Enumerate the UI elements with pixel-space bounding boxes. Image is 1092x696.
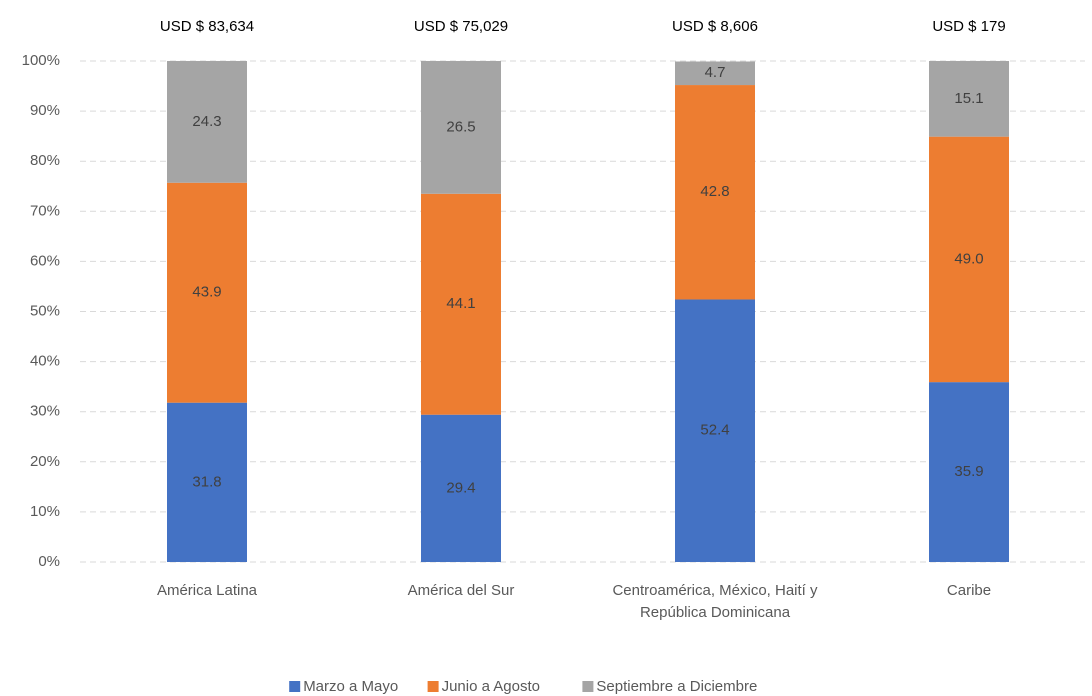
data-label: 31.8: [192, 473, 221, 490]
y-tick-label: 30%: [30, 403, 60, 420]
total-label: USD $ 8,606: [672, 18, 758, 35]
y-tick-label: 50%: [30, 302, 60, 319]
data-label: 49.0: [954, 250, 983, 267]
x-tick-label: América Latina: [156, 582, 258, 599]
x-tick-label: Centroamérica, México, Haití y República…: [612, 582, 818, 621]
bar-segment: [675, 85, 755, 300]
y-tick-label: 60%: [30, 252, 60, 269]
bar-segment: [167, 182, 247, 403]
data-label: 15.1: [954, 90, 983, 107]
legend-swatch: [582, 681, 594, 692]
y-tick-label: 70%: [30, 202, 60, 219]
data-label: 43.9: [192, 284, 221, 301]
bar-segment: [421, 414, 501, 562]
data-label: 29.4: [446, 479, 475, 496]
total-label: USD $ 83,634: [160, 18, 254, 35]
data-label: 26.5: [446, 118, 475, 135]
data-label: 35.9: [954, 463, 983, 480]
y-tick-label: 80%: [30, 152, 60, 169]
y-tick-label: 90%: [30, 102, 60, 119]
bar-segment: [929, 61, 1009, 137]
legend-label: Marzo a Mayo: [303, 678, 398, 695]
data-label: 4.7: [705, 64, 726, 81]
bar-segment: [929, 382, 1009, 562]
y-tick-label: 0%: [38, 553, 60, 570]
bar-segment: [675, 299, 755, 562]
y-tick-label: 40%: [30, 353, 60, 370]
legend-label: Junio a Agosto: [442, 678, 540, 695]
total-label: USD $ 179: [932, 18, 1005, 35]
bar-segment: [675, 61, 755, 86]
data-label: 52.4: [700, 422, 729, 439]
y-tick-label: 100%: [22, 52, 60, 69]
bar-segment: [421, 61, 501, 194]
y-tick-label: 20%: [30, 453, 60, 470]
bar-segment: [421, 193, 501, 415]
data-label: 42.8: [700, 183, 729, 200]
legend-label: Septiembre a Diciembre: [596, 678, 757, 695]
bar-segment: [929, 136, 1009, 383]
legend-swatch: [427, 681, 439, 692]
data-label: 44.1: [446, 295, 475, 312]
legend-swatch: [289, 681, 301, 692]
total-label: USD $ 75,029: [414, 18, 508, 35]
x-tick-label: Caribe: [946, 582, 992, 599]
data-label: 24.3: [192, 113, 221, 130]
y-tick-label: 10%: [30, 503, 60, 520]
bar-segment: [167, 402, 247, 562]
x-tick-label: América del Sur: [407, 582, 515, 599]
bar-segment: [167, 61, 247, 183]
